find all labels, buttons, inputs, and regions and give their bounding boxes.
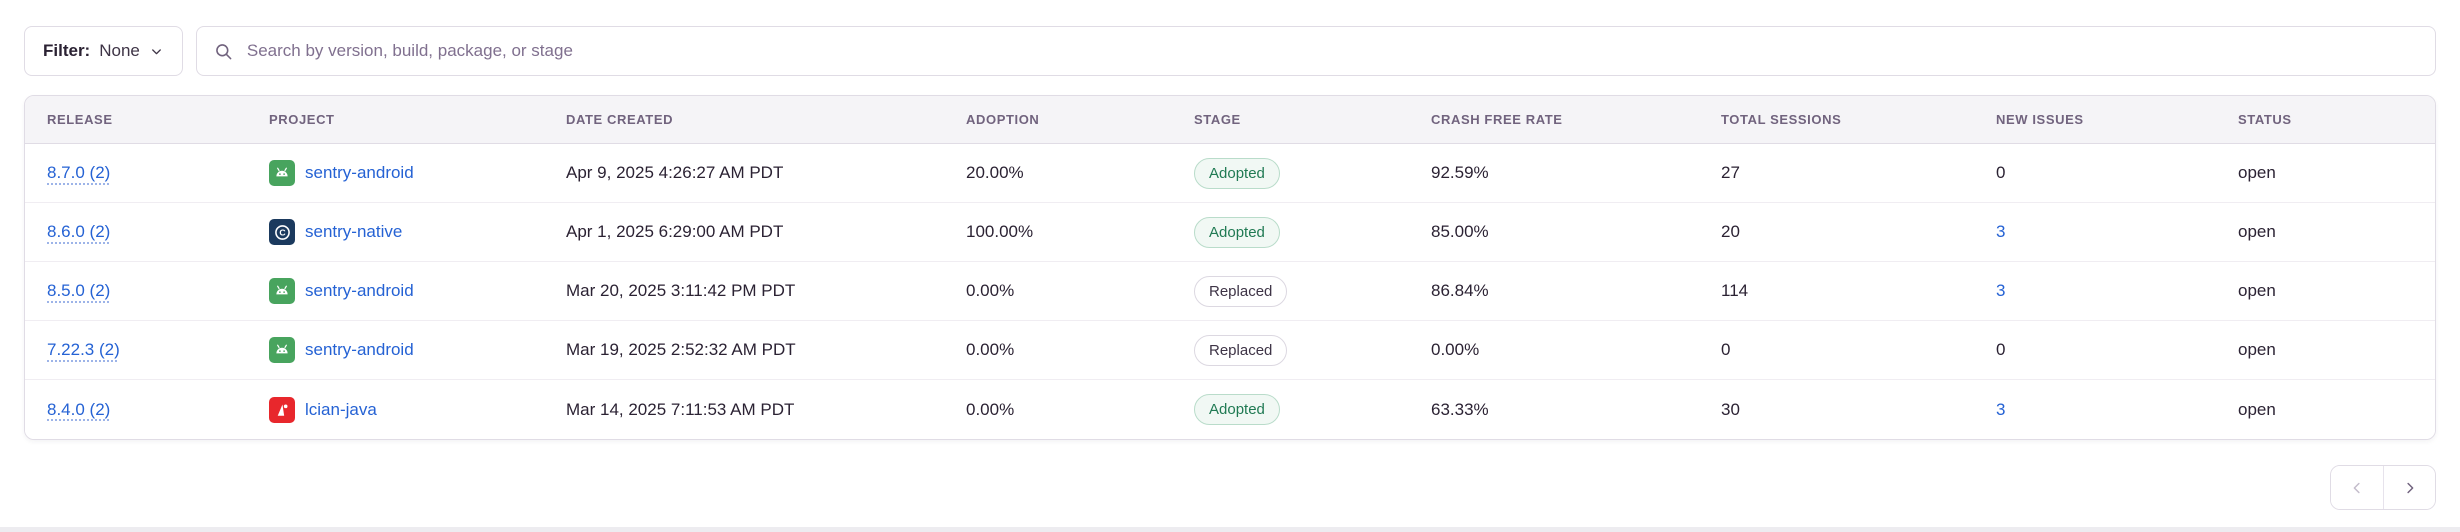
table-row: 8.5.0 (2) sentry-android Mar 20, 2025 3:… <box>25 262 2435 321</box>
table-row: 7.22.3 (2) sentry-android Mar 19, 2025 2… <box>25 321 2435 380</box>
android-platform-icon <box>269 160 295 186</box>
stage-badge: Adopted <box>1194 216 1280 248</box>
total-sessions-cell: 114 <box>1721 281 1749 300</box>
search-bar <box>195 26 2436 76</box>
total-sessions-cell: 20 <box>1721 222 1740 241</box>
crash-free-rate-cell: 0.00% <box>1431 340 1480 359</box>
column-header-adoption: Adoption <box>966 112 1040 127</box>
filter-dropdown-button[interactable]: Filter: None <box>24 26 183 76</box>
stage-badge: Replaced <box>1194 275 1288 307</box>
android-platform-icon <box>269 278 295 304</box>
page-bottom-divider <box>0 527 2460 532</box>
date-created-cell: Mar 14, 2025 7:11:53 AM PDT <box>566 399 795 419</box>
release-version-link[interactable]: 7.22.3 (2) <box>47 340 120 359</box>
column-header-project: Project <box>269 112 335 127</box>
project-link[interactable]: sentry-native <box>305 222 403 241</box>
chevron-right-icon <box>2401 479 2419 497</box>
adoption-cell: 20.00% <box>966 163 1024 182</box>
next-page-button[interactable] <box>2383 466 2435 509</box>
release-version-link[interactable]: 8.6.0 (2) <box>47 222 111 241</box>
status-cell: open <box>2238 281 2276 300</box>
total-sessions-cell: 0 <box>1721 340 1731 359</box>
releases-table: Release Project Date Created Adoption St… <box>24 95 2436 440</box>
stage-badge: Adopted <box>1194 157 1280 189</box>
adoption-cell: 0.00% <box>966 399 1015 419</box>
crash-free-rate-cell: 63.33% <box>1431 399 1489 419</box>
table-row: 8.6.0 (2) C sentry-native Apr 1, 2025 6:… <box>25 203 2435 262</box>
column-header-crash-free-rate: Crash Free Rate <box>1431 112 1563 127</box>
project-link[interactable]: sentry-android <box>305 163 414 182</box>
previous-page-button[interactable] <box>2331 466 2383 509</box>
crash-free-rate-cell: 92.59% <box>1431 163 1489 182</box>
total-sessions-cell: 27 <box>1721 163 1740 182</box>
adoption-cell: 0.00% <box>966 281 1015 300</box>
adoption-cell: 100.00% <box>966 222 1034 241</box>
table-row: 8.4.0 (2) lcian-java Mar 14, 2025 7:11:5… <box>25 380 2435 439</box>
table-row: 8.7.0 (2) sentry-android Apr 9, 2025 4:2… <box>25 144 2435 203</box>
pagination <box>2330 465 2436 510</box>
column-header-status: Status <box>2238 112 2292 127</box>
status-cell: open <box>2238 222 2276 241</box>
date-created-cell: Mar 20, 2025 3:11:42 PM PDT <box>566 281 796 300</box>
project-link[interactable]: sentry-android <box>305 281 414 300</box>
project-link[interactable]: lcian-java <box>305 399 377 419</box>
table-body: 8.7.0 (2) sentry-android Apr 9, 2025 4:2… <box>25 144 2435 439</box>
crash-free-rate-cell: 86.84% <box>1431 281 1489 300</box>
crash-free-rate-cell: 85.00% <box>1431 222 1489 241</box>
project-link[interactable]: sentry-android <box>305 340 414 359</box>
java-platform-icon <box>269 396 295 423</box>
adoption-cell: 0.00% <box>966 340 1015 359</box>
filter-selected-value: None <box>99 41 140 60</box>
status-cell: open <box>2238 163 2276 182</box>
column-header-total-sessions: Total Sessions <box>1721 112 1842 127</box>
android-platform-icon <box>269 337 295 363</box>
filter-label: Filter: <box>43 41 91 60</box>
status-cell: open <box>2238 399 2276 419</box>
column-header-stage: Stage <box>1194 112 1241 127</box>
c-platform-icon: C <box>269 219 295 245</box>
release-version-link[interactable]: 8.5.0 (2) <box>47 281 111 300</box>
table-header-row: Release Project Date Created Adoption St… <box>25 96 2435 144</box>
date-created-cell: Mar 19, 2025 2:52:32 AM PDT <box>566 340 796 359</box>
search-icon <box>214 42 233 61</box>
chevron-down-icon <box>149 44 164 59</box>
new-issues-link[interactable]: 3 <box>1996 222 2006 241</box>
new-issues-value: 0 <box>1996 340 2006 359</box>
date-created-cell: Apr 1, 2025 6:29:00 AM PDT <box>566 222 784 241</box>
chevron-left-icon <box>2348 479 2366 497</box>
column-header-new-issues: New Issues <box>1996 112 2084 127</box>
toolbar: Filter: None <box>0 0 2460 76</box>
date-created-cell: Apr 9, 2025 4:26:27 AM PDT <box>566 163 784 182</box>
release-version-link[interactable]: 8.4.0 (2) <box>47 399 111 419</box>
svg-text:C: C <box>279 227 286 237</box>
column-header-release: Release <box>47 112 113 127</box>
release-version-link[interactable]: 8.7.0 (2) <box>47 163 111 182</box>
new-issues-link[interactable]: 3 <box>1996 281 2006 300</box>
column-header-date-created: Date Created <box>566 112 674 127</box>
new-issues-link[interactable]: 3 <box>1996 399 2006 419</box>
status-cell: open <box>2238 340 2276 359</box>
search-input[interactable] <box>244 40 2418 62</box>
new-issues-value: 0 <box>1996 163 2006 182</box>
total-sessions-cell: 30 <box>1721 399 1740 419</box>
stage-badge: Replaced <box>1194 334 1288 366</box>
stage-badge: Adopted <box>1194 394 1280 425</box>
